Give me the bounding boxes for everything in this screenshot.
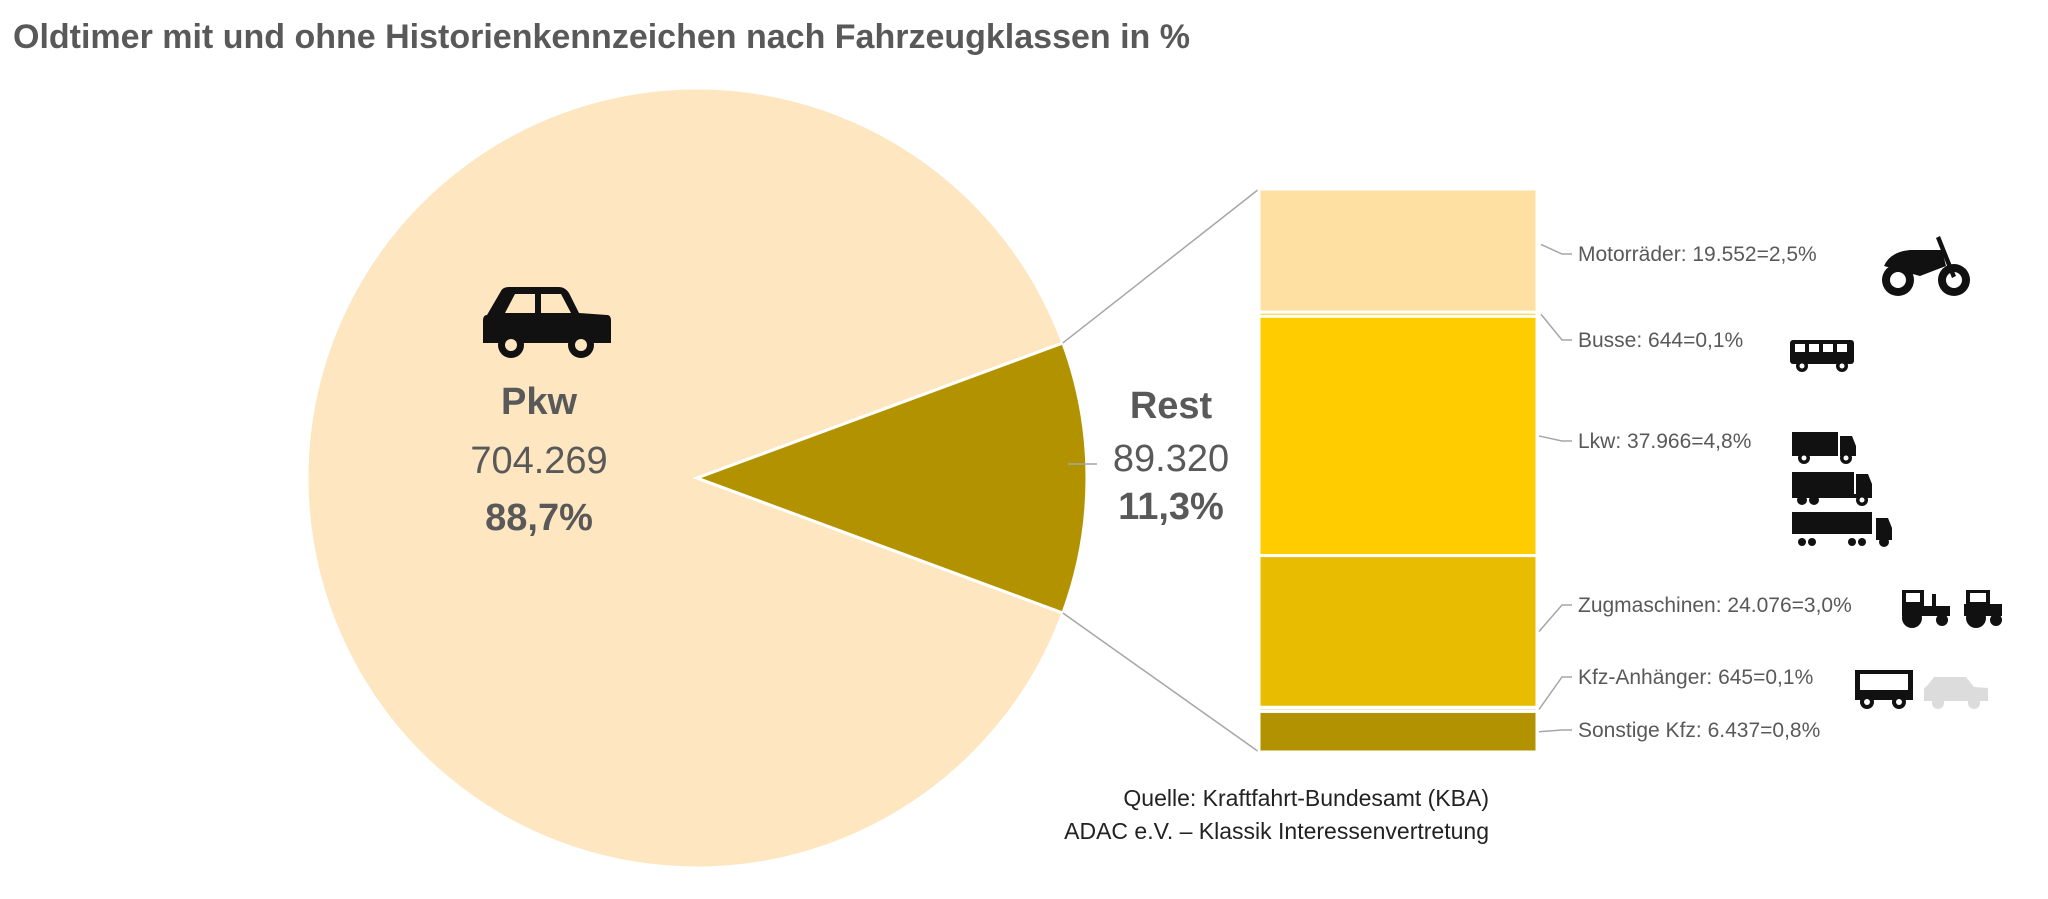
segment-label-busse: Busse: 644=0,1% (1578, 329, 1743, 352)
rest-value-label: 89.320 (1113, 438, 1229, 480)
car-icon (483, 287, 611, 358)
bar-segment-zugmaschinen (1257, 554, 1539, 709)
leader-lines (1538, 243, 1572, 733)
source-line-1: Quelle: Kraftfahrt-Bundesamt (KBA) (1123, 785, 1489, 811)
connector-line-bottom (1062, 612, 1260, 753)
pkw-name-label: Pkw (501, 381, 577, 423)
bar-segment-lkw (1257, 314, 1539, 558)
leader-line-sonstige-kfz (1538, 729, 1572, 733)
truck-icon (1792, 432, 1856, 464)
pie-slice-pkw (305, 86, 1065, 870)
tractor-icon (1902, 590, 1950, 628)
tractor-icon (1964, 590, 2002, 628)
leader-line-busse (1540, 313, 1572, 341)
rest-name-label: Rest (1130, 385, 1213, 427)
truck-large-icon (1792, 472, 1872, 506)
trailer-icon (1855, 670, 1913, 709)
pkw-percent-label: 88,7% (485, 497, 593, 539)
car-icon (1924, 677, 1988, 709)
bar-segment-motorr-der (1257, 187, 1539, 314)
breakdown-bar (1257, 187, 1539, 754)
pkw-value-label: 704.269 (470, 440, 607, 482)
segment-label-sonstige-kfz: Sonstige Kfz: 6.437=0,8% (1578, 719, 1820, 742)
connector-lines (1062, 188, 1260, 753)
motorcycle-icon (1882, 236, 1970, 296)
segment-label-kfz-anh-nger: Kfz-Anhänger: 645=0,1% (1578, 666, 1813, 689)
rest-percent-label: 11,3% (1118, 486, 1224, 528)
connector-line-top (1062, 188, 1260, 344)
segment-label-lkw: Lkw: 37.966=4,8% (1578, 430, 1751, 453)
pie (305, 86, 1089, 870)
leader-line-lkw (1538, 435, 1572, 442)
bar-segment-sonstige-kfz (1257, 709, 1539, 754)
source-line-2: ADAC e.V. – Klassik Interessenvertretung (1064, 818, 1489, 844)
pie-slice-rest (692, 341, 1089, 615)
segment-label-motorr-der: Motorräder: 19.552=2,5% (1578, 243, 1817, 266)
bus-icon (1790, 340, 1854, 372)
leader-line-kfz-anh-nger (1538, 676, 1572, 710)
chart-title: Oldtimer mit und ohne Historienkennzeich… (13, 18, 1191, 56)
segment-label-zugmaschinen: Zugmaschinen: 24.076=3,0% (1578, 594, 1852, 617)
leader-line-motorr-der (1540, 243, 1572, 255)
semi-truck-icon (1792, 512, 1892, 547)
leader-line-zugmaschinen (1538, 604, 1572, 632)
